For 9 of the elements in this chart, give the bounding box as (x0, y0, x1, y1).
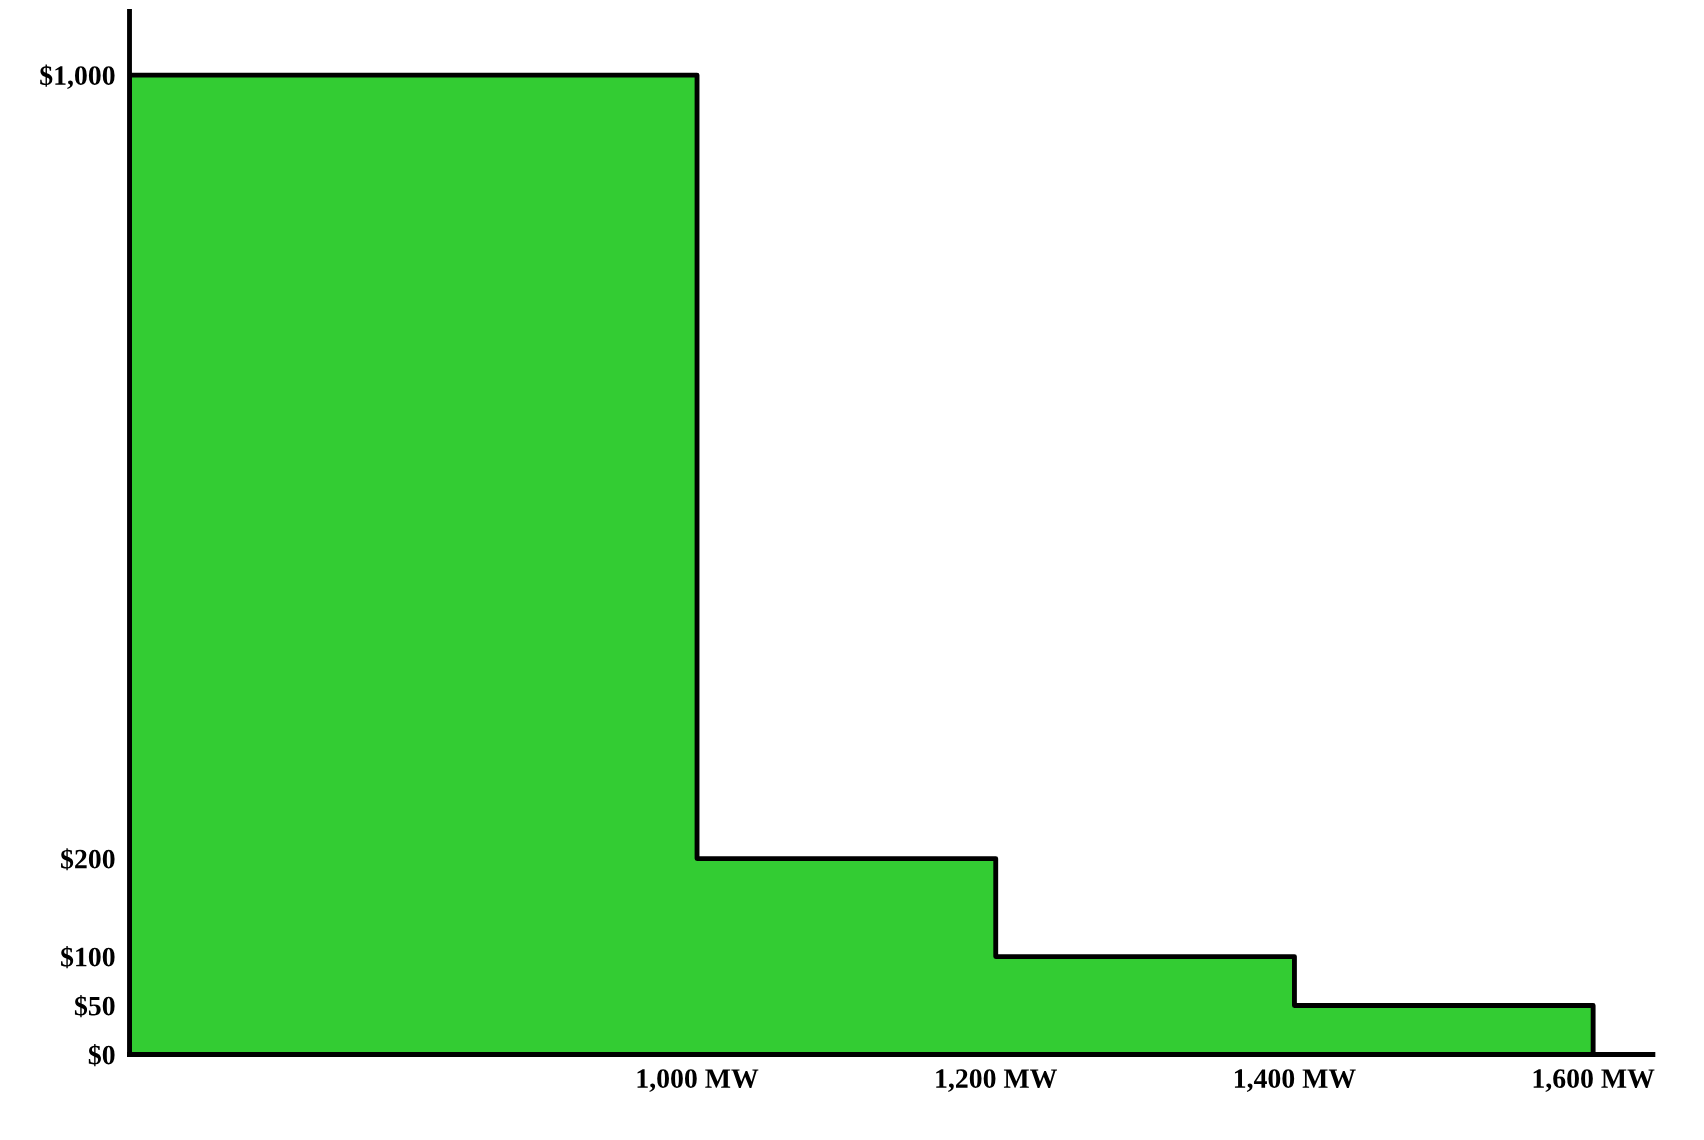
x-tick-label: 1,200 MW (936, 1069, 1058, 1092)
y-tick-label: $1,000 (40, 64, 115, 89)
y-tick-label: $50 (74, 995, 115, 1018)
x-tick-label: 1,400 MW (1234, 1069, 1356, 1092)
y-tick-label: $100 (61, 946, 115, 969)
x-tick-label: 1,600 MW (1533, 1069, 1655, 1092)
y-tick-label: $200 (61, 848, 115, 871)
y-tick-label: $0 (88, 1044, 115, 1067)
x-tick-label: 1,000 MW (637, 1069, 759, 1092)
